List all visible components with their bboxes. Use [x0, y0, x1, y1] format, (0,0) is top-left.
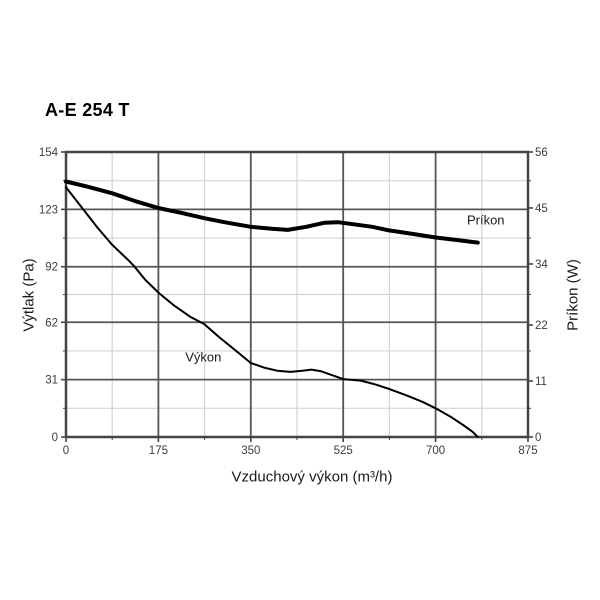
y-left-tick-label: 123: [39, 204, 58, 216]
y-right-tick-label: 56: [535, 147, 548, 159]
y-right-tick-label: 34: [535, 259, 548, 271]
y-left-tick-label: 92: [45, 262, 58, 274]
y-right-tick-label: 0: [535, 432, 541, 444]
y-left-tick-label: 62: [45, 317, 58, 329]
chart-title: A-E 254 T: [45, 100, 130, 120]
x-tick-label: 700: [426, 445, 445, 457]
y-left-tick-label: 154: [39, 147, 59, 159]
x-axis-title: Vzduchový výkon (m³/h): [231, 468, 393, 486]
plot-border: [64, 150, 530, 439]
series-line-prikon: [64, 179, 480, 245]
x-tick-label: 525: [334, 445, 353, 457]
x-tick-label: 350: [241, 445, 260, 457]
series-line-vykon: [65, 186, 479, 438]
y-right-tick-label: 45: [535, 203, 548, 215]
x-tick-label: 875: [518, 445, 537, 457]
y-left-tick-label: 31: [45, 375, 58, 387]
y-left-tick-label: 0: [52, 432, 58, 444]
x-tick-label: 175: [149, 445, 168, 457]
y-right-tick-label: 11: [535, 376, 547, 388]
series-label-vykon: Výkon: [185, 349, 221, 364]
series-label-prikon: Príkon: [467, 213, 505, 228]
x-tick-label: 0: [63, 445, 69, 457]
y-right-tick-label: 22: [535, 320, 548, 332]
